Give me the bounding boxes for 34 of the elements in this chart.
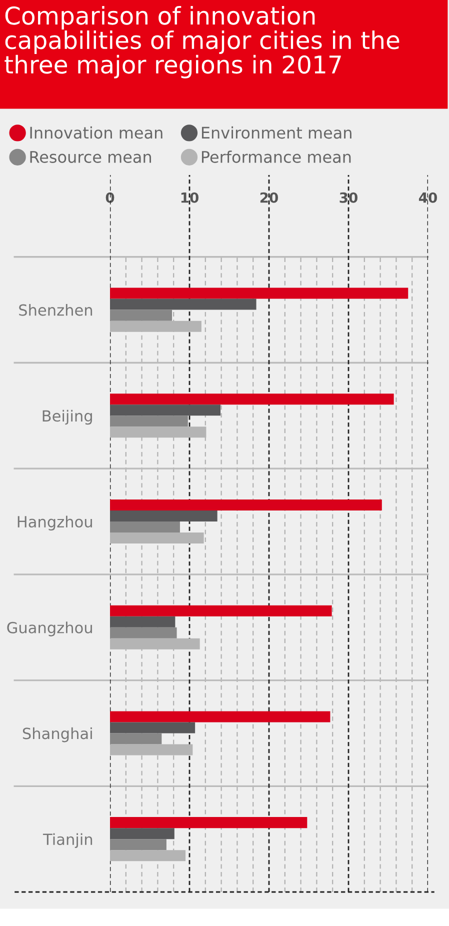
bar: [110, 404, 221, 416]
x-tick-label: 0: [106, 192, 114, 203]
bar: [110, 510, 218, 522]
bar: [110, 416, 188, 427]
legend-label: Resource mean: [30, 151, 151, 163]
bar: [110, 298, 256, 310]
x-tick-label: 40: [418, 192, 437, 203]
y-tick-label: Shenzhen: [19, 304, 92, 316]
x-tick-label: 20: [260, 192, 278, 203]
bar: [110, 627, 177, 638]
bar: [110, 394, 394, 405]
legend-label: Innovation mean: [30, 126, 162, 139]
bar: [110, 711, 330, 722]
y-tick-label: Tianjin: [42, 833, 92, 848]
bar: [110, 616, 176, 628]
y-tick-label: Shanghai: [22, 727, 92, 742]
x-tick-label: 30: [340, 192, 358, 203]
bar: [110, 828, 174, 840]
bar: [110, 722, 196, 734]
bar: [110, 733, 162, 744]
bar: [110, 500, 382, 511]
x-tick-label: 10: [181, 192, 198, 203]
y-tick-label: Guangzhou: [7, 622, 92, 636]
chart-title: Comparison of innovation capabilities of major cities in the three major regions in 2017: [4, 6, 400, 78]
y-tick-label: Hangzhou: [18, 516, 92, 530]
legend-label: Performance mean: [202, 150, 351, 163]
legend-label: Environment mean: [202, 126, 352, 139]
bar: [110, 839, 166, 850]
bar: [110, 310, 172, 321]
y-tick-label: Beijing: [42, 410, 92, 425]
bar: [110, 288, 408, 299]
bar: [110, 522, 180, 533]
bar: [110, 605, 332, 616]
bar: [110, 817, 308, 828]
